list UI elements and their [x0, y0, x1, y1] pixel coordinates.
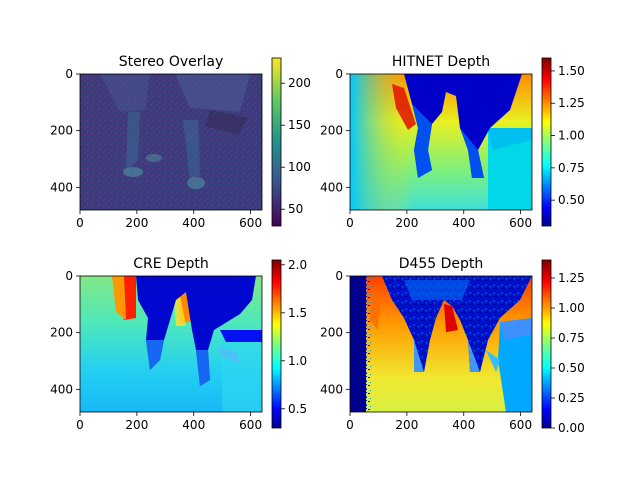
colorbar-tick-label: 1.00	[558, 301, 585, 315]
colorbar-tick-label: 1.00	[558, 129, 585, 143]
panel-title: HITNET Depth	[392, 54, 490, 70]
y-axis: 0 200 400	[50, 67, 80, 194]
x-axis: 0 200 400 600	[76, 412, 262, 432]
x-tick-label: 0	[76, 216, 84, 230]
x-tick-label: 200	[395, 216, 418, 230]
y-tick-label: 400	[320, 382, 343, 396]
y-tick-label: 200	[320, 124, 343, 138]
y-tick-label: 400	[50, 180, 73, 194]
panel-title: CRE Depth	[133, 256, 208, 272]
colorbar-tick-label: 0.25	[558, 391, 585, 405]
panel-title: Stereo Overlay	[119, 54, 224, 70]
panel-hitnet-depth: HITNET Depth 0 200 400 600 0 200 400 0.50 0.75…	[320, 54, 585, 230]
colorbar-tick-label: 150	[288, 118, 311, 132]
colorbar-tick-label: 0.50	[558, 193, 585, 207]
x-tick-label: 600	[509, 418, 532, 432]
image-area	[350, 276, 532, 412]
panel-title: D455 Depth	[399, 256, 484, 272]
x-tick-label: 0	[346, 216, 354, 230]
image-area	[350, 74, 532, 210]
x-tick-label: 600	[509, 216, 532, 230]
x-tick-label: 200	[395, 418, 418, 432]
y-tick-label: 400	[320, 180, 343, 194]
colorbar-tick-label: 0.75	[558, 331, 585, 345]
y-tick-label: 0	[65, 269, 73, 283]
y-tick-label: 0	[335, 269, 343, 283]
x-tick-label: 400	[452, 216, 475, 230]
colorbar: 0.5 1.0 1.5 2.0	[271, 258, 307, 429]
colorbar-tick-label: 1.5	[288, 306, 307, 320]
colorbar: 0.00 0.25 0.50 0.75 1.00 1.25	[541, 259, 585, 435]
x-tick-label: 200	[125, 418, 148, 432]
x-tick-label: 0	[76, 418, 84, 432]
y-tick-label: 0	[65, 67, 73, 81]
colorbar-tick-label: 0.50	[558, 361, 585, 375]
y-tick-label: 200	[320, 326, 343, 340]
y-axis: 0 200 400	[50, 269, 80, 396]
x-tick-label: 400	[182, 418, 205, 432]
x-axis: 0 200 400 600	[76, 210, 262, 230]
colorbar-tick-label: 1.25	[558, 96, 585, 110]
y-axis: 0 200 400	[320, 67, 350, 194]
y-tick-label: 0	[335, 67, 343, 81]
panel-stereo-overlay: Stereo Overlay 0 200 400 600 0 200 400 50 100 1…	[50, 54, 311, 230]
colorbar: 0.50 0.75 1.00 1.25 1.50	[541, 57, 585, 227]
image-area	[80, 276, 262, 412]
y-axis: 0 200 400	[320, 269, 350, 396]
x-tick-label: 600	[239, 216, 262, 230]
colorbar-tick-label: 0.5	[288, 402, 307, 416]
colorbar-tick-label: 0.00	[558, 421, 585, 435]
x-tick-label: 0	[346, 418, 354, 432]
colorbar-tick-label: 1.25	[558, 271, 585, 285]
image-area	[80, 74, 262, 210]
x-tick-label: 600	[239, 418, 262, 432]
colorbar-tick-label: 100	[288, 160, 311, 174]
y-tick-label: 200	[50, 124, 73, 138]
colorbar-tick-label: 200	[288, 76, 311, 90]
x-tick-label: 400	[182, 216, 205, 230]
x-tick-label: 200	[125, 216, 148, 230]
x-axis: 0 200 400 600	[346, 412, 532, 432]
colorbar-tick-label: 2.0	[288, 258, 307, 272]
colorbar-tick-label: 1.50	[558, 64, 585, 78]
x-tick-label: 400	[452, 418, 475, 432]
colorbar: 50 100 150 200	[271, 57, 311, 227]
colorbar-tick-label: 50	[288, 202, 303, 216]
y-tick-label: 400	[50, 382, 73, 396]
colorbar-tick-label: 1.0	[288, 354, 307, 368]
y-tick-label: 200	[50, 326, 73, 340]
panel-cre-depth: CRE Depth 0 200 400 600 0 200 400 0.5 1.0 1.5 2.…	[50, 256, 307, 432]
colorbar-tick-label: 0.75	[558, 161, 585, 175]
x-axis: 0 200 400 600	[346, 210, 532, 230]
